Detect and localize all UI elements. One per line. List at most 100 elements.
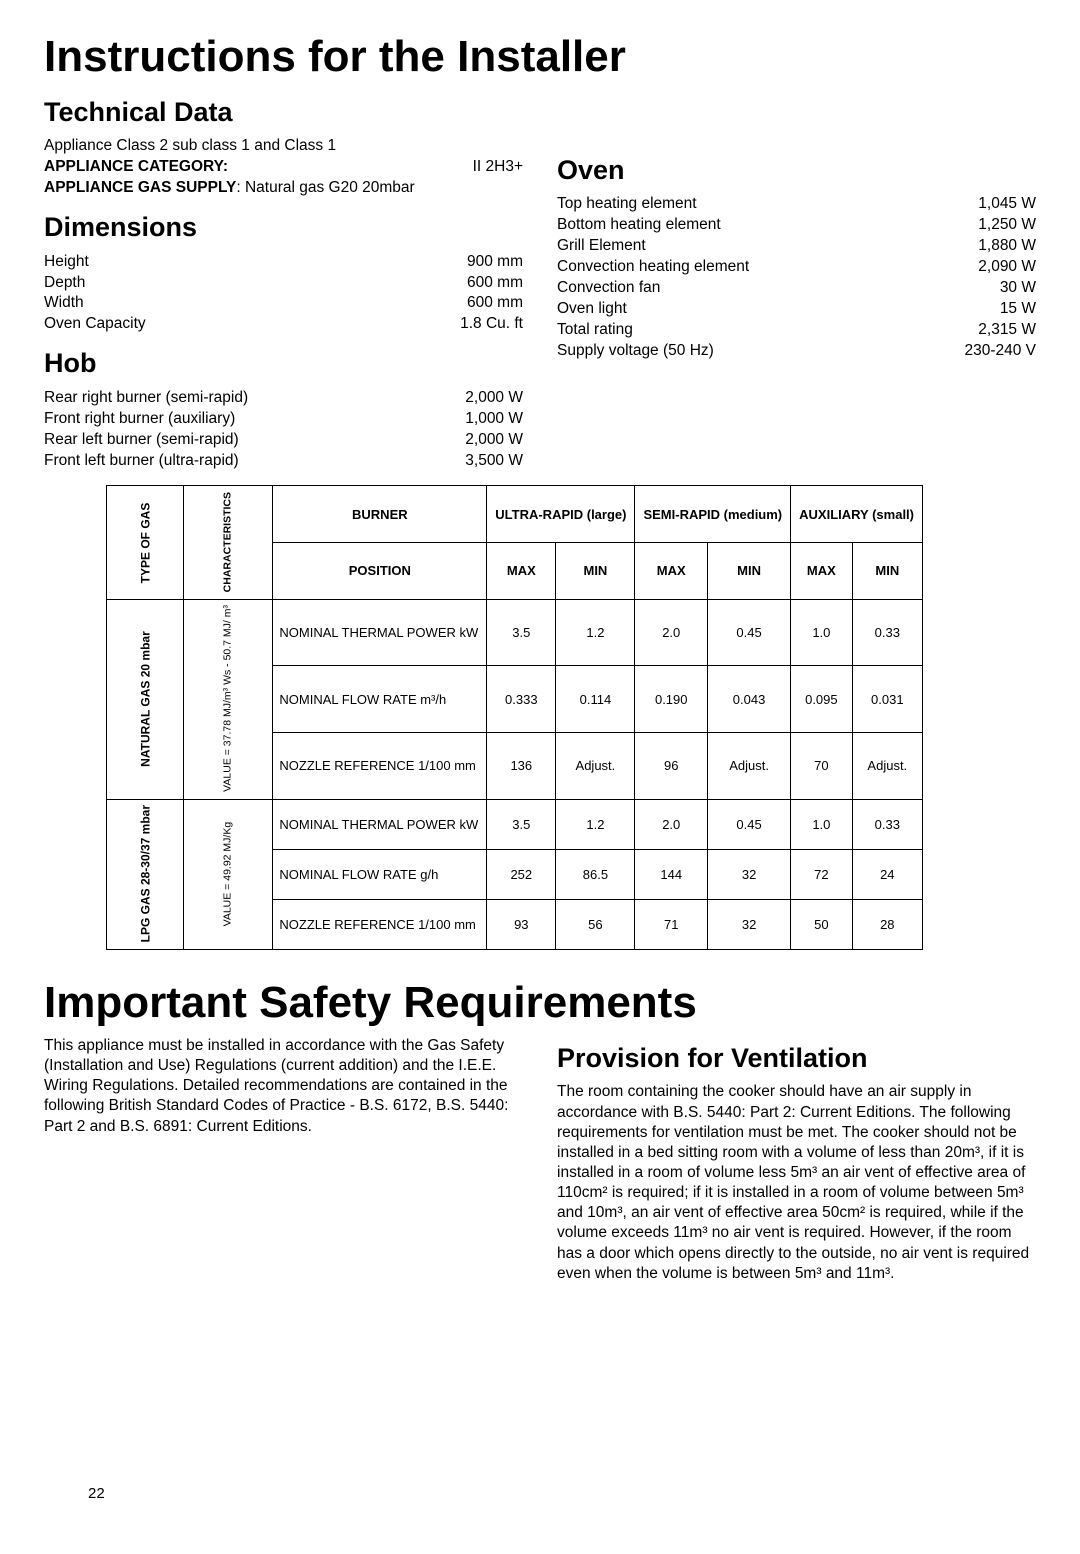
cell: NOMINAL THERMAL POWER kW [273,799,487,849]
hob-k: Front left burner (ultra-rapid) [44,451,239,472]
oven-v: 2,315 W [978,320,1036,341]
title-safety: Important Safety Requirements [44,978,1036,1028]
oven-v: 1,250 W [978,215,1036,236]
hob-v: 2,000 W [465,430,523,451]
cell: 3.5 [487,799,556,849]
dim-k: Height [44,252,89,273]
cell: Adjust. [708,732,791,799]
cell: 0.45 [708,599,791,666]
hob-v: 3,500 W [465,451,523,472]
tech-line1: Appliance Class 2 sub class 1 and Class … [44,136,523,157]
cell: 0.190 [635,666,708,733]
safety-left: This appliance must be installed in acco… [44,1036,523,1284]
cell: 0.33 [852,799,922,849]
cell: 96 [635,732,708,799]
cell: 3.5 [487,599,556,666]
hob-v: 2,000 W [465,388,523,409]
hob-v: 1,000 W [465,409,523,430]
oven-k: Convection fan [557,278,660,299]
oven-v: 15 W [1000,299,1036,320]
cell: 71 [635,899,708,949]
cell: 86.5 [556,849,635,899]
heading-technical-data: Technical Data [44,94,523,130]
title-installer: Instructions for the Installer [44,32,1036,82]
dim-v: 1.8 Cu. ft [460,314,523,335]
heading-dimensions: Dimensions [44,209,523,245]
gas2-char: VALUE = 49.92 MJ/Kg [183,799,272,949]
cell: 0.33 [852,599,922,666]
oven-v: 230-240 V [964,341,1036,362]
cell: NOMINAL FLOW RATE m³/h [273,666,487,733]
th-position: POSITION [273,543,487,600]
th-min: MIN [556,543,635,600]
cell: 93 [487,899,556,949]
page-number: 22 [88,1485,105,1502]
appliance-gas-supply-label: APPLIANCE GAS SUPPLY [44,179,236,196]
th-characteristics: CHARACTERISTICS [183,486,272,599]
cell: 24 [852,849,922,899]
hob-k: Rear left burner (semi-rapid) [44,430,239,451]
cell: 0.095 [791,666,852,733]
cell: 136 [487,732,556,799]
cell: 0.043 [708,666,791,733]
cell: NOZZLE REFERENCE 1/100 mm [273,899,487,949]
appliance-gas-supply-value: : Natural gas G20 20mbar [236,179,414,196]
cell: 0.114 [556,666,635,733]
gas2-name: LPG GAS 28-30/37 mbar [107,799,184,949]
gas1-name: NATURAL GAS 20 mbar [107,599,184,799]
oven-v: 1,880 W [978,236,1036,257]
cell: 56 [556,899,635,949]
cell: 50 [791,899,852,949]
th-semi: SEMI-RAPID (medium) [635,486,791,543]
dim-v: 600 mm [467,273,523,294]
cell: NOMINAL FLOW RATE g/h [273,849,487,899]
th-max: MAX [791,543,852,600]
safety-right: The room containing the cooker should ha… [557,1082,1036,1283]
burner-table: TYPE OF GAS CHARACTERISTICS BURNER ULTRA… [106,485,923,950]
th-min: MIN [852,543,922,600]
cell: NOMINAL THERMAL POWER kW [273,599,487,666]
th-typeof: TYPE OF GAS [107,486,184,599]
cell: NOZZLE REFERENCE 1/100 mm [273,732,487,799]
heading-hob: Hob [44,345,523,381]
th-aux: AUXILIARY (small) [791,486,923,543]
th-max: MAX [487,543,556,600]
dim-k: Width [44,293,84,314]
th-max: MAX [635,543,708,600]
cell: 72 [791,849,852,899]
heading-oven: Oven [557,152,1036,188]
oven-k: Convection heating element [557,257,749,278]
oven-k: Grill Element [557,236,646,257]
cell: 252 [487,849,556,899]
cell: 2.0 [635,599,708,666]
cell: 1.2 [556,599,635,666]
cell: 0.031 [852,666,922,733]
oven-k: Oven light [557,299,627,320]
th-min: MIN [708,543,791,600]
cell: 1.0 [791,799,852,849]
cell: Adjust. [556,732,635,799]
appliance-category-label: APPLIANCE CATEGORY: [44,158,228,175]
dim-k: Oven Capacity [44,314,146,335]
oven-k: Bottom heating element [557,215,721,236]
heading-ventilation: Provision for Ventilation [557,1040,1036,1076]
cell: 70 [791,732,852,799]
dim-v: 900 mm [467,252,523,273]
cell: 32 [708,849,791,899]
cell: 1.2 [556,799,635,849]
oven-k: Total rating [557,320,633,341]
hob-k: Rear right burner (semi-rapid) [44,388,248,409]
dim-v: 600 mm [467,293,523,314]
oven-v: 30 W [1000,278,1036,299]
oven-v: 2,090 W [978,257,1036,278]
cell: 32 [708,899,791,949]
gas1-char: VALUE = 37.78 MJ/m³ Ws - 50.7 MJ/ m³ [183,599,272,799]
cell: 0.333 [487,666,556,733]
dim-k: Depth [44,273,85,294]
oven-k: Supply voltage (50 Hz) [557,341,714,362]
cell: 2.0 [635,799,708,849]
hob-k: Front right burner (auxiliary) [44,409,235,430]
cell: 1.0 [791,599,852,666]
th-burner: BURNER [273,486,487,543]
cell: 144 [635,849,708,899]
